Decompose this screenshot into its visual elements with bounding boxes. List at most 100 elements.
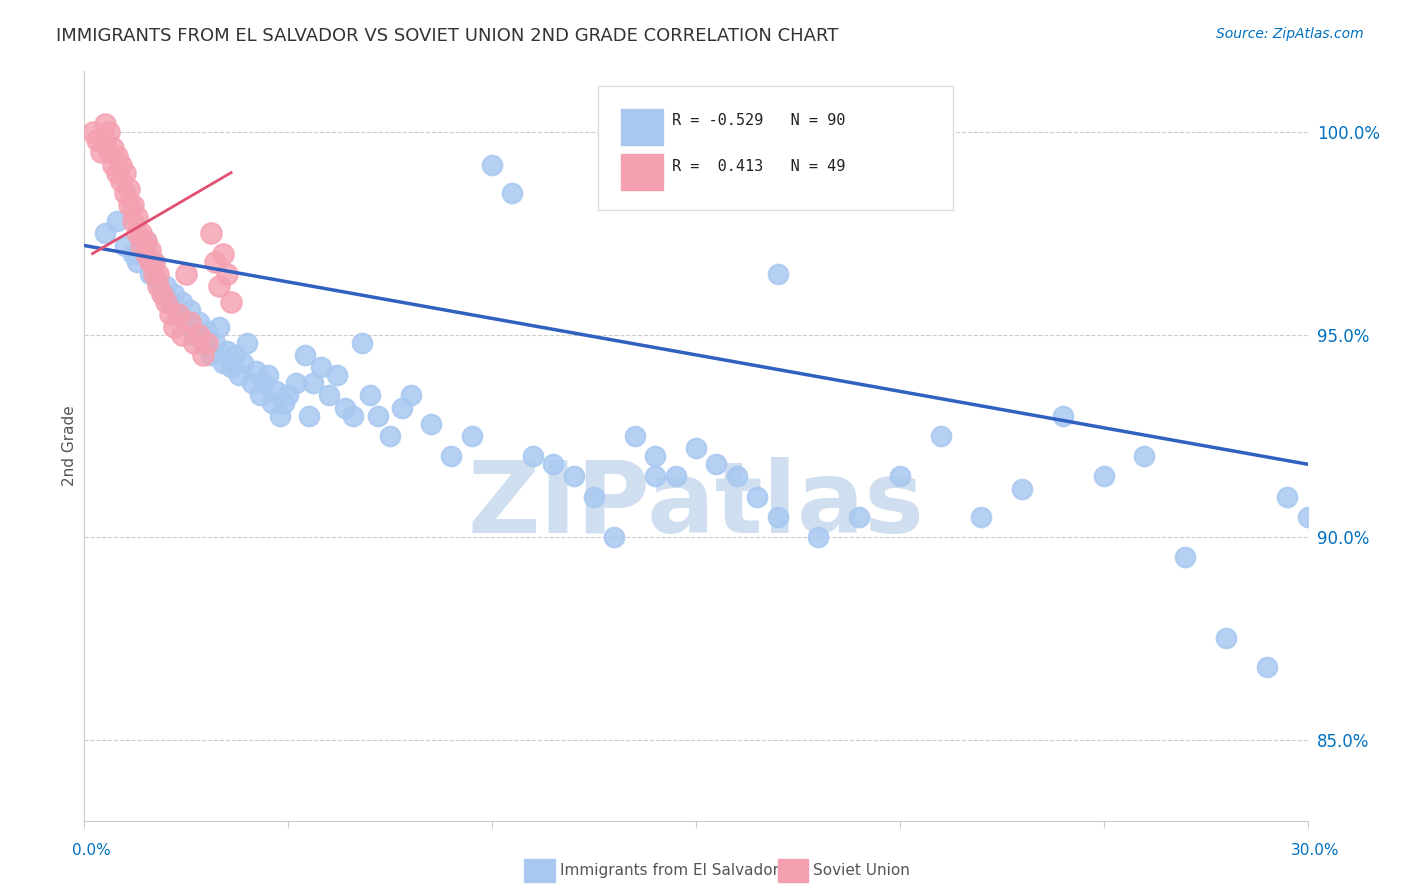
Point <box>1215 632 1237 646</box>
Point <box>380 429 402 443</box>
Point <box>1174 550 1197 565</box>
Point <box>277 388 299 402</box>
Point <box>200 227 222 241</box>
Point <box>420 417 443 431</box>
Point <box>603 530 626 544</box>
Point <box>146 279 169 293</box>
Point <box>150 287 173 301</box>
Point <box>97 145 120 160</box>
Point <box>399 388 422 402</box>
Point <box>440 449 463 463</box>
Point <box>309 359 332 374</box>
Point <box>179 303 201 318</box>
Point <box>97 125 120 139</box>
Point <box>150 287 173 301</box>
Point <box>264 384 287 399</box>
Point <box>208 279 231 293</box>
Point <box>543 457 565 471</box>
Point <box>342 409 364 423</box>
Point <box>191 348 214 362</box>
Point <box>110 174 132 188</box>
Point <box>848 509 870 524</box>
Text: 30.0%: 30.0% <box>1291 843 1339 858</box>
FancyBboxPatch shape <box>598 87 953 210</box>
Point <box>301 376 323 391</box>
Point <box>135 235 157 249</box>
Point <box>1277 490 1299 504</box>
Point <box>461 429 484 443</box>
Point <box>583 490 606 504</box>
Point <box>269 409 291 423</box>
Point <box>183 335 205 350</box>
Point <box>118 198 141 212</box>
Point <box>142 267 165 281</box>
Point <box>155 279 177 293</box>
Point <box>970 509 993 524</box>
Point <box>138 243 160 257</box>
Point <box>167 307 190 321</box>
Point <box>93 133 115 147</box>
Point <box>138 267 160 281</box>
Point <box>240 376 263 391</box>
Text: Soviet Union: Soviet Union <box>813 863 910 878</box>
Point <box>93 227 115 241</box>
Point <box>1052 409 1074 423</box>
Point <box>146 275 169 289</box>
Text: R =  0.413   N = 49: R = 0.413 N = 49 <box>672 159 845 174</box>
Point <box>359 388 381 402</box>
Point <box>200 348 222 362</box>
Point <box>644 469 666 483</box>
Point <box>807 530 830 544</box>
Point <box>138 254 160 268</box>
Point <box>665 469 688 483</box>
Point <box>131 227 153 241</box>
Point <box>142 254 165 268</box>
Point <box>294 348 316 362</box>
FancyBboxPatch shape <box>621 109 664 145</box>
Point <box>122 214 145 228</box>
Point <box>122 246 145 260</box>
Point <box>204 335 226 350</box>
Point <box>187 316 209 330</box>
Text: Immigrants from El Salvador: Immigrants from El Salvador <box>560 863 779 878</box>
Point <box>163 319 186 334</box>
Text: IMMIGRANTS FROM EL SALVADOR VS SOVIET UNION 2ND GRADE CORRELATION CHART: IMMIGRANTS FROM EL SALVADOR VS SOVIET UN… <box>56 27 838 45</box>
Point <box>335 401 357 415</box>
Point <box>562 469 585 483</box>
Point <box>105 166 128 180</box>
Point <box>127 227 149 241</box>
Point <box>135 246 157 260</box>
Point <box>522 449 544 463</box>
Point <box>105 214 128 228</box>
Point <box>90 145 112 160</box>
Point <box>155 295 177 310</box>
Point <box>219 295 242 310</box>
Point <box>131 238 153 252</box>
Point <box>1133 449 1156 463</box>
Text: Source: ZipAtlas.com: Source: ZipAtlas.com <box>1216 27 1364 41</box>
Point <box>187 327 209 342</box>
Point <box>167 307 190 321</box>
FancyBboxPatch shape <box>621 153 664 190</box>
Point <box>706 457 728 471</box>
Point <box>1092 469 1115 483</box>
Point <box>889 469 911 483</box>
Point <box>122 198 145 212</box>
Point <box>135 235 157 249</box>
Point <box>253 376 276 391</box>
Point <box>174 316 197 330</box>
Point <box>249 388 271 402</box>
Point <box>224 348 246 362</box>
Text: 0.0%: 0.0% <box>72 843 111 858</box>
Point <box>159 307 181 321</box>
Point <box>929 429 952 443</box>
Point <box>174 267 197 281</box>
Point <box>93 117 115 131</box>
Point <box>208 319 231 334</box>
Point <box>228 368 250 383</box>
Point <box>326 368 349 383</box>
Point <box>644 449 666 463</box>
Point <box>217 343 239 358</box>
Point <box>179 316 201 330</box>
Point <box>1011 482 1033 496</box>
